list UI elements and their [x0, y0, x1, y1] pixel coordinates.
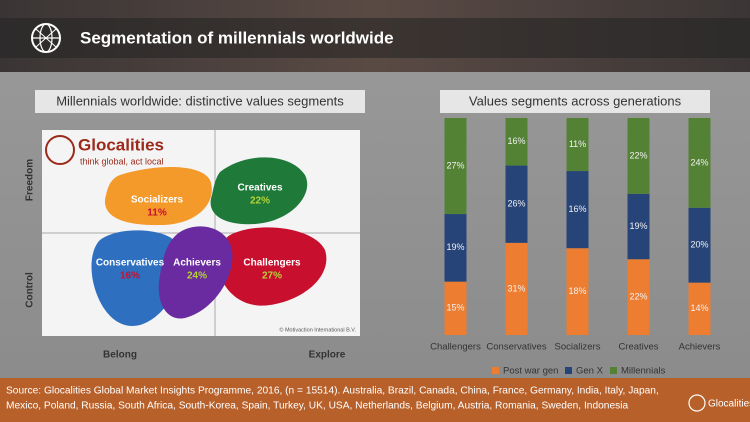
blob-achievers	[158, 226, 233, 319]
map-credit: © Motivaction International B.V.	[279, 326, 356, 333]
blob-creatives	[210, 157, 308, 225]
data-label: 11%	[569, 139, 586, 149]
bar-segment	[688, 118, 711, 208]
logo-tagline: think global, act local	[80, 156, 164, 166]
data-label: 31%	[507, 283, 525, 293]
axis-label-left: Belong	[103, 350, 137, 361]
axis-label-bottom: Control	[25, 272, 36, 308]
bar-segment	[444, 118, 467, 215]
bar-segment	[444, 214, 467, 282]
chart-title: Values segments across generations	[469, 93, 682, 108]
axis-label-top: Freedom	[25, 159, 36, 201]
data-label: 16%	[507, 136, 525, 146]
bar-segment	[627, 259, 650, 335]
x-tick-label: Challengers	[430, 342, 481, 353]
data-label: 22%	[629, 150, 647, 160]
legend-swatch	[492, 367, 499, 374]
panel-title-box	[35, 90, 365, 113]
x-tick-label: Creatives	[618, 342, 658, 353]
legend-label: Post war gen	[503, 366, 558, 377]
bar-segment	[505, 165, 528, 243]
chart: 15% 19% 27% Challengers 31% 26% 16% Conservativ…	[430, 118, 721, 377]
bar-segment	[688, 207, 711, 283]
x-tick-label: Achievers	[679, 342, 721, 353]
segment-name: Conservatives	[96, 258, 165, 269]
data-label: 27%	[446, 160, 464, 170]
segment-name: Challengers	[243, 258, 301, 269]
segment-share: 22%	[250, 196, 270, 207]
bar-segment	[566, 171, 589, 249]
segment-name: Socializers	[131, 195, 184, 206]
data-label: 24%	[690, 157, 708, 167]
legend-swatch	[565, 367, 572, 374]
legend-label: Millennials	[621, 366, 666, 377]
segment-share: 24%	[187, 271, 207, 282]
panel-title: Millennials worldwide: distinctive value…	[56, 93, 344, 108]
logo-name: Glocalities	[78, 135, 164, 154]
data-label: 18%	[568, 286, 586, 296]
segment-share: 11%	[147, 208, 167, 219]
data-label: 26%	[507, 199, 525, 209]
x-tick-label: Conservatives	[486, 342, 546, 353]
bar-segment	[444, 281, 467, 335]
bar-segment	[688, 282, 711, 335]
header-strip	[0, 18, 750, 58]
data-label: 16%	[568, 204, 586, 214]
footer-logo: Glocalities	[708, 399, 750, 410]
blob-challengers	[218, 227, 327, 306]
slide-title: Segmentation of millennials worldwide	[80, 28, 394, 47]
footer-band	[0, 378, 750, 422]
segment-share: 27%	[262, 271, 282, 282]
x-tick-label: Socializers	[555, 342, 601, 353]
blob-socializers	[104, 166, 212, 226]
data-label: 19%	[446, 242, 464, 252]
chart-title-box	[440, 90, 710, 113]
footer-source: Mexico, Poland, Russia, South Africa, So…	[6, 401, 628, 412]
data-label: 15%	[446, 303, 464, 313]
legend-label: Gen X	[576, 366, 604, 377]
bar-segment	[627, 118, 650, 194]
globe-icon	[31, 23, 61, 53]
bar-segment	[505, 242, 528, 335]
bar-segment	[627, 193, 650, 260]
footer-logo-globe	[688, 394, 706, 412]
bar-segment	[566, 118, 589, 172]
segment-name: Creatives	[237, 183, 282, 194]
blob-conservatives	[91, 230, 181, 326]
bar-segment	[566, 248, 589, 335]
bar-segment	[505, 118, 528, 166]
data-label: 20%	[690, 240, 708, 250]
segment-share: 16%	[120, 271, 140, 282]
axis-label-right: Explore	[309, 350, 346, 361]
data-label: 22%	[629, 291, 647, 301]
data-label: 14%	[690, 303, 708, 313]
footer-source: Source: Glocalities Global Market Insigh…	[6, 386, 659, 397]
logo-globe	[45, 135, 75, 165]
segment-name: Achievers	[173, 258, 221, 269]
data-label: 19%	[629, 221, 647, 231]
legend-swatch	[610, 367, 617, 374]
